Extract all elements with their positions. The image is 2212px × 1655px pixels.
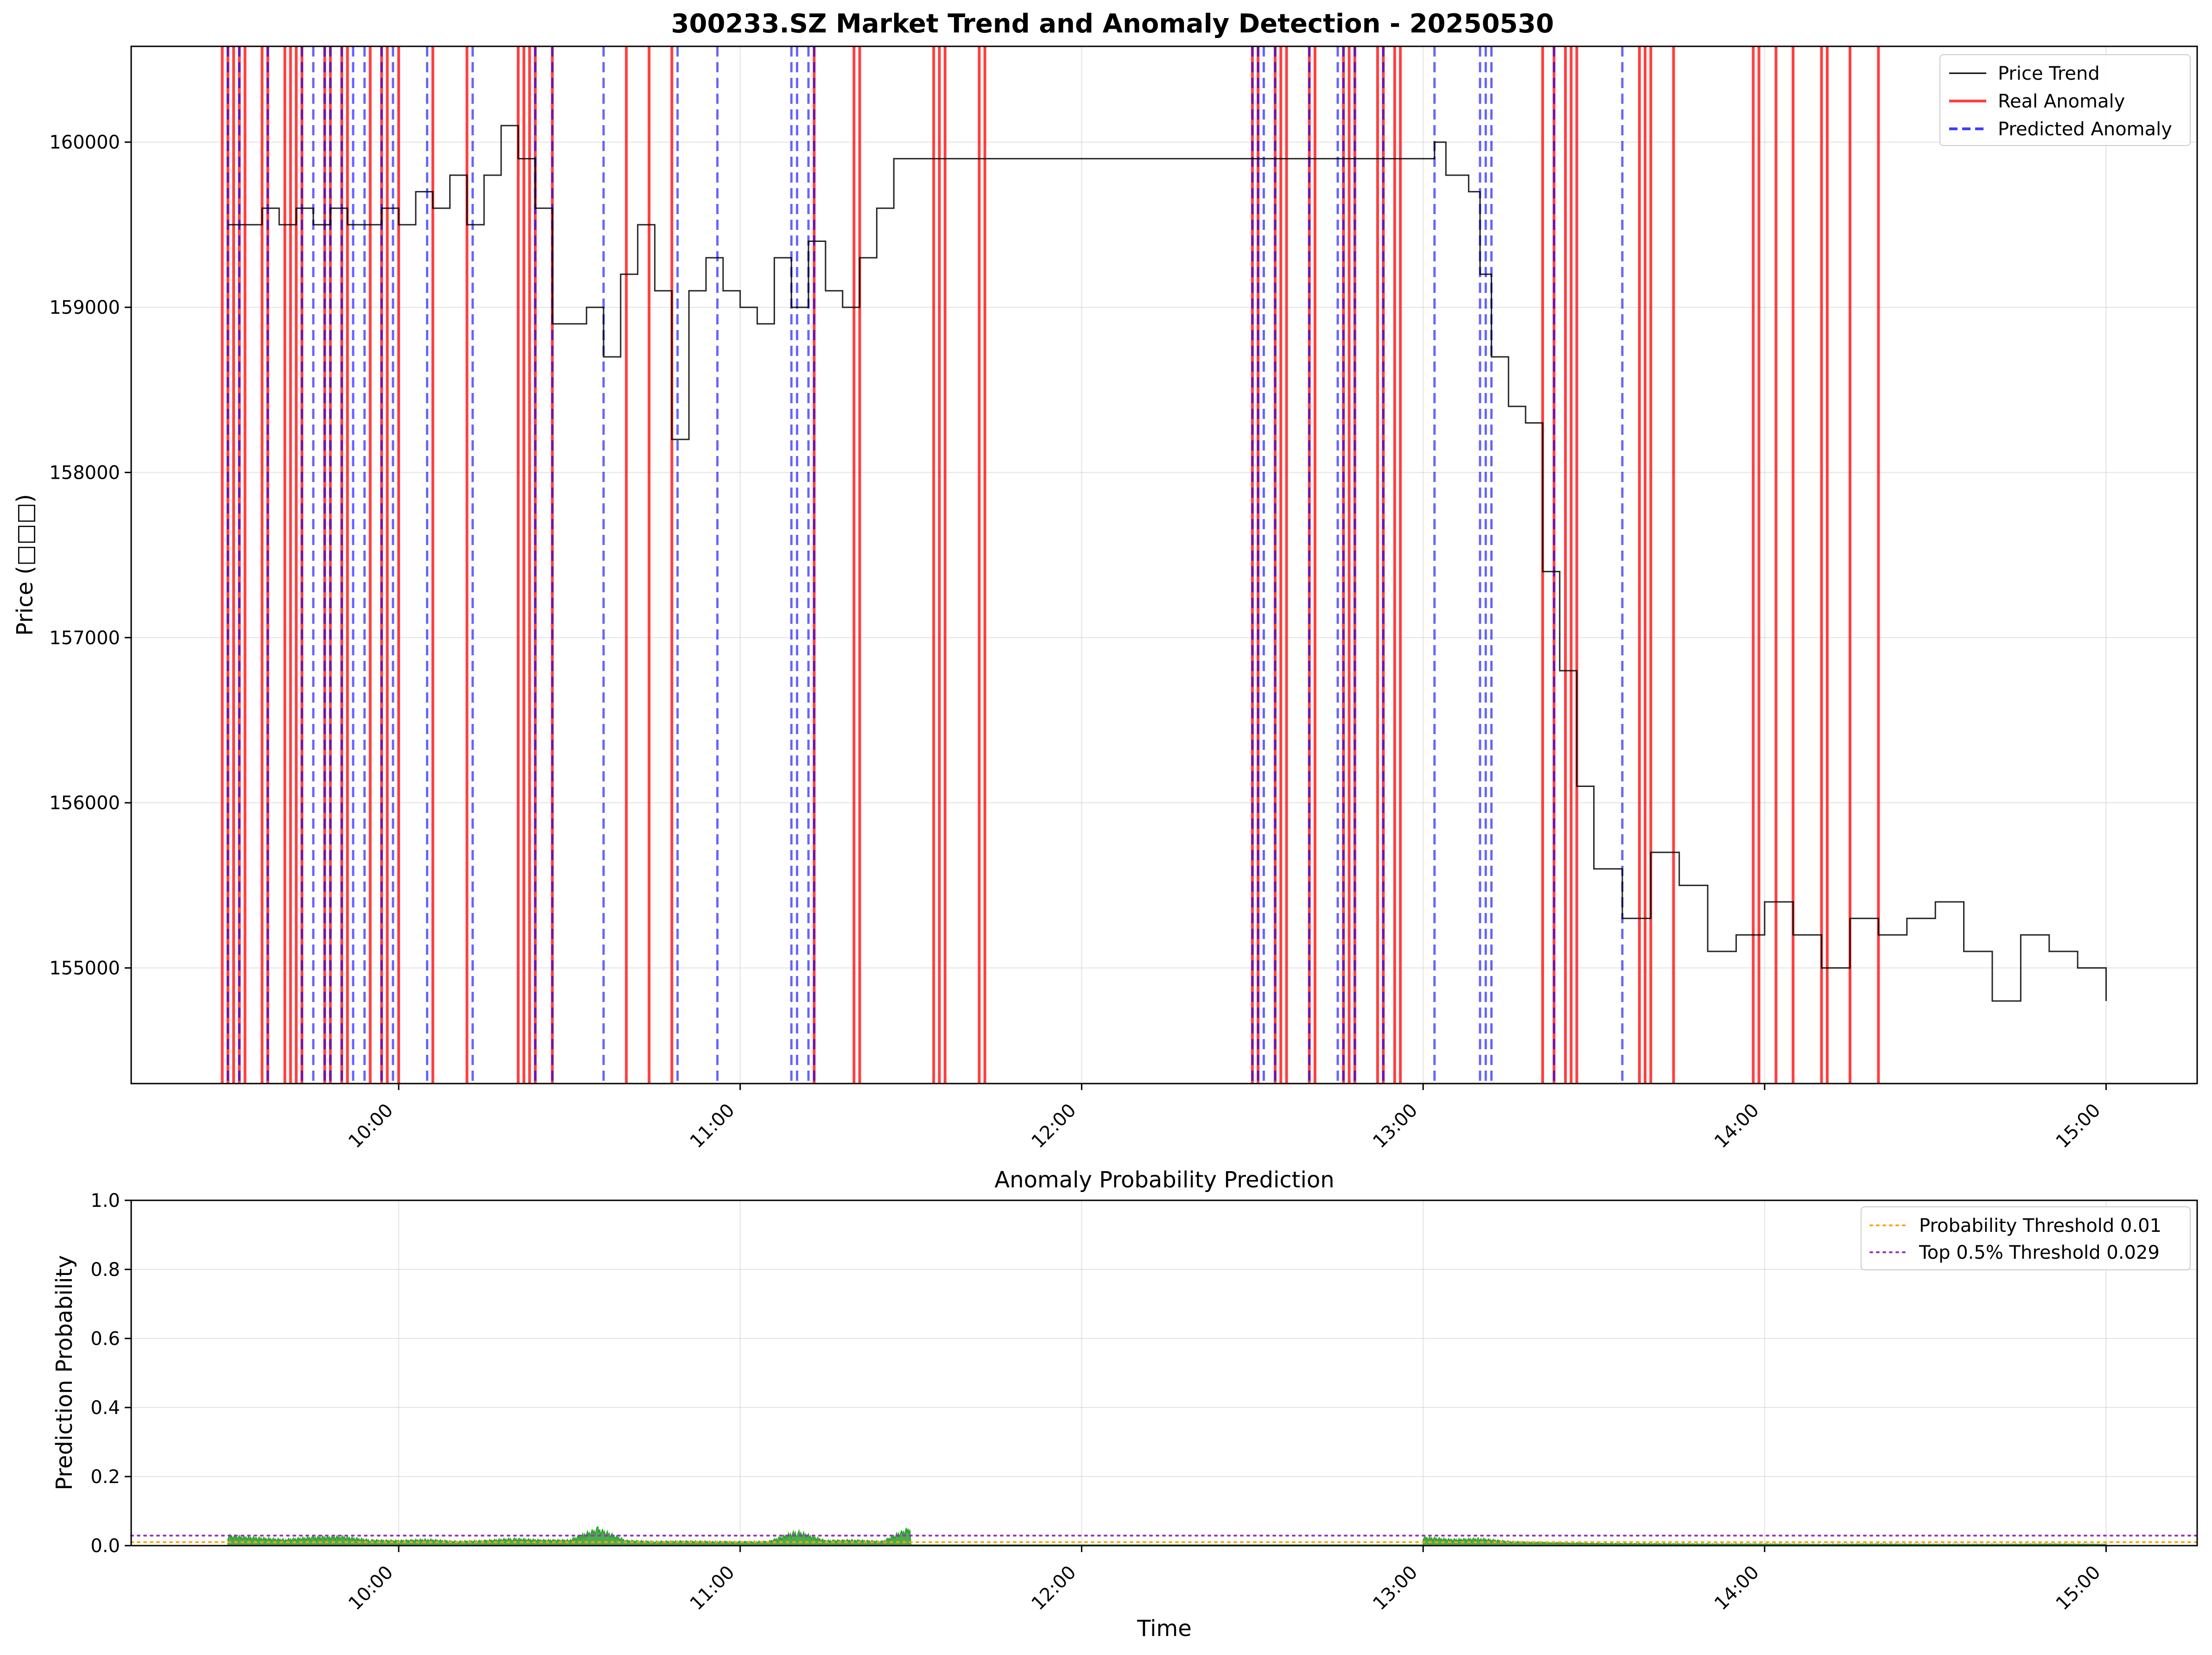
anomaly-lines xyxy=(221,46,1880,1084)
probability-x-tick-label-1: 11:00 xyxy=(686,1562,739,1615)
probability-x-tick-label-2: 12:00 xyxy=(1027,1562,1080,1615)
price-legend-label-0: Price Trend xyxy=(1998,63,2100,84)
probability-y-tick-label-2: 0.4 xyxy=(90,1397,120,1419)
price-chart: 300233.SZ Market Trend and Anomaly Detec… xyxy=(12,9,2198,1153)
price-y-tick-label-3: 158000 xyxy=(49,462,120,483)
price-plot-frame xyxy=(130,45,2198,1084)
price-trend-line xyxy=(228,125,2107,1002)
price-x-ticks: 10:00 11:00 12:00 13:00 14:00 15:00 xyxy=(344,1084,2107,1153)
probability-x-tick-label-4: 14:00 xyxy=(1710,1562,1763,1615)
price-legend-label-1: Real Anomaly xyxy=(1998,91,2125,112)
probability-y-tick-label-4: 0.8 xyxy=(90,1259,120,1281)
probability-y-tick-label-3: 0.6 xyxy=(90,1328,120,1350)
price-legend: Price Trend Real Anomaly Predicted Anomaly xyxy=(1939,54,2191,146)
probability-legend-label-0: Probability Threshold 0.01 xyxy=(1919,1215,2161,1236)
probability-chart: Anomaly Probability Prediction 10:00 11:0… xyxy=(51,1167,2198,1642)
price-series xyxy=(228,125,2107,1002)
probability-y-tick-label-5: 1.0 xyxy=(90,1190,120,1211)
probability-y-ticks: 0.0 0.2 0.4 0.6 0.8 1.0 xyxy=(90,1190,131,1557)
probability-legend: Probability Threshold 0.01 Top 0.5% Thres… xyxy=(1861,1206,2191,1270)
price-x-tick-label-3: 13:00 xyxy=(1369,1100,1422,1153)
probability-y-tick-label-0: 0.0 xyxy=(90,1535,120,1557)
probability-chart-title: Anomaly Probability Prediction xyxy=(994,1167,1334,1193)
price-x-tick-label-4: 14:00 xyxy=(1710,1100,1763,1153)
price-x-tick-label-1: 11:00 xyxy=(686,1100,739,1153)
price-y-tick-label-2: 157000 xyxy=(49,628,120,649)
probability-x-axis-label: Time xyxy=(1137,1616,1191,1642)
price-y-axis-label: Price (□□□) xyxy=(12,494,38,636)
price-x-tick-label-2: 12:00 xyxy=(1027,1100,1080,1153)
price-legend-box xyxy=(1939,54,2191,146)
probability-y-axis-label: Prediction Probability xyxy=(51,1255,77,1490)
price-y-tick-label-0: 155000 xyxy=(49,958,120,979)
price-x-tick-label-0: 10:00 xyxy=(344,1100,397,1153)
price-chart-title: 300233.SZ Market Trend and Anomaly Detec… xyxy=(671,9,1554,39)
probability-x-tick-label-0: 10:00 xyxy=(344,1562,397,1615)
probability-x-tick-label-3: 13:00 xyxy=(1369,1562,1422,1615)
price-x-tick-label-5: 15:00 xyxy=(2052,1100,2105,1153)
probability-x-tick-label-5: 15:00 xyxy=(2052,1562,2105,1615)
price-grid xyxy=(131,46,2197,1084)
price-legend-label-2: Predicted Anomaly xyxy=(1998,119,2172,140)
price-y-ticks: 155000 156000 157000 158000 159000 160000 xyxy=(49,132,131,979)
probability-legend-label-1: Top 0.5% Threshold 0.029 xyxy=(1919,1242,2160,1263)
probability-x-ticks: 10:00 11:00 12:00 13:00 14:00 15:00 xyxy=(344,1546,2107,1615)
probability-legend-box xyxy=(1861,1206,2191,1270)
probability-plot-frame xyxy=(130,1199,2198,1547)
price-y-tick-label-4: 159000 xyxy=(49,297,120,318)
price-y-tick-label-1: 156000 xyxy=(49,793,120,814)
probability-thresholds xyxy=(130,1535,2198,1543)
price-y-tick-label-5: 160000 xyxy=(49,132,120,153)
probability-y-tick-label-1: 0.2 xyxy=(90,1466,120,1488)
